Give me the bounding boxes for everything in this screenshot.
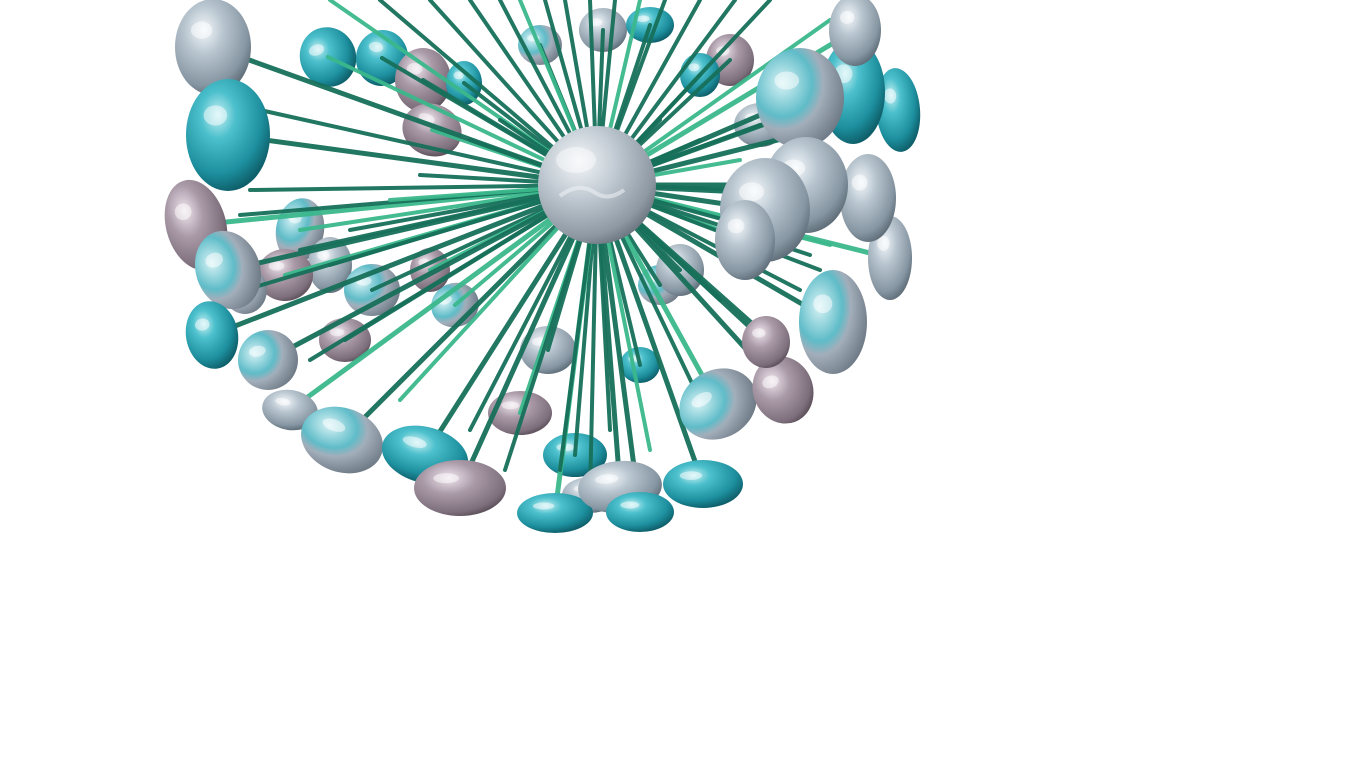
seed-highlight: [813, 294, 833, 314]
front-seed: [799, 270, 867, 374]
seed-highlight: [402, 436, 427, 448]
front-seed: [186, 79, 270, 191]
seed-highlight: [679, 471, 703, 480]
front-seed: [752, 356, 814, 424]
front-seed: [756, 48, 844, 148]
seed-highlight: [688, 63, 700, 72]
seed-body: [742, 316, 790, 368]
seed-highlight: [691, 391, 712, 408]
front-seed: [829, 0, 881, 66]
seed-highlight: [594, 474, 619, 484]
seed-body: [238, 330, 298, 390]
seed-highlight: [195, 318, 210, 331]
seed-highlight: [636, 15, 650, 22]
seed-body: [414, 460, 506, 516]
seed-highlight: [839, 10, 855, 24]
seed-highlight: [453, 71, 464, 80]
seed-highlight: [762, 375, 779, 389]
front-seed: [262, 389, 318, 431]
seed-body: [186, 79, 270, 191]
front-seed: [175, 0, 251, 95]
seed-body: [517, 493, 593, 533]
seed-body: [840, 154, 896, 242]
seed-highlight: [877, 235, 890, 251]
seed-body: [679, 368, 757, 440]
seed-highlight: [205, 252, 223, 268]
spoke: [265, 182, 600, 363]
seed-highlight: [501, 401, 520, 410]
seed-highlight: [851, 174, 868, 191]
core-sphere: [538, 126, 656, 244]
seed-highlight: [620, 501, 640, 509]
seed-body: [663, 460, 743, 508]
seed-highlight: [752, 328, 766, 338]
seed-body: [185, 301, 239, 369]
seed-highlight: [268, 261, 285, 271]
seed-highlight: [308, 44, 325, 56]
seed-highlight: [727, 218, 745, 234]
seed-body: [752, 356, 814, 424]
front-seed: [194, 230, 262, 310]
front-seed: [606, 492, 674, 532]
seed-highlight: [275, 397, 291, 406]
seed-highlight: [322, 418, 346, 432]
spoke: [225, 132, 600, 188]
core-sheen: [558, 185, 626, 199]
seed-body: [175, 0, 251, 95]
front-seed: [742, 316, 790, 368]
seed-highlight: [532, 502, 555, 510]
spoke: [339, 182, 600, 443]
seed-body: [301, 406, 383, 474]
seed-highlight: [433, 473, 460, 484]
seed-highlight: [329, 328, 345, 337]
front-seed: [715, 200, 775, 280]
front-seed: [679, 368, 757, 440]
seed-body: [875, 68, 921, 152]
spoke: [209, 182, 600, 338]
front-seed: [663, 460, 743, 508]
core-highlight: [556, 147, 596, 173]
seed-highlight: [190, 21, 213, 39]
front-seed: [875, 68, 921, 152]
core-layer: [538, 126, 656, 244]
seed-highlight: [368, 41, 384, 53]
seed-body: [606, 492, 674, 532]
seed-highlight: [203, 105, 228, 126]
seed-highlight: [883, 88, 897, 104]
seed-highlight: [738, 182, 765, 202]
seed-body: [799, 270, 867, 374]
seed-body: [756, 48, 844, 148]
seed-body: [715, 200, 775, 280]
seed-highlight: [774, 71, 800, 90]
spoke: [243, 183, 599, 292]
seed-highlight: [174, 203, 192, 221]
seed-highlight: [248, 345, 266, 357]
front-seed: [238, 330, 298, 390]
front-seed: [414, 460, 506, 516]
seed-body: [194, 230, 262, 310]
front-seed: [840, 154, 896, 242]
front-seed-layer: [164, 0, 921, 533]
front-seed: [301, 406, 383, 474]
seed-highlight: [406, 63, 423, 75]
front-seed: [185, 301, 239, 369]
front-seed: [517, 493, 593, 533]
spoke: [287, 182, 600, 413]
seed-highlight: [317, 250, 330, 261]
